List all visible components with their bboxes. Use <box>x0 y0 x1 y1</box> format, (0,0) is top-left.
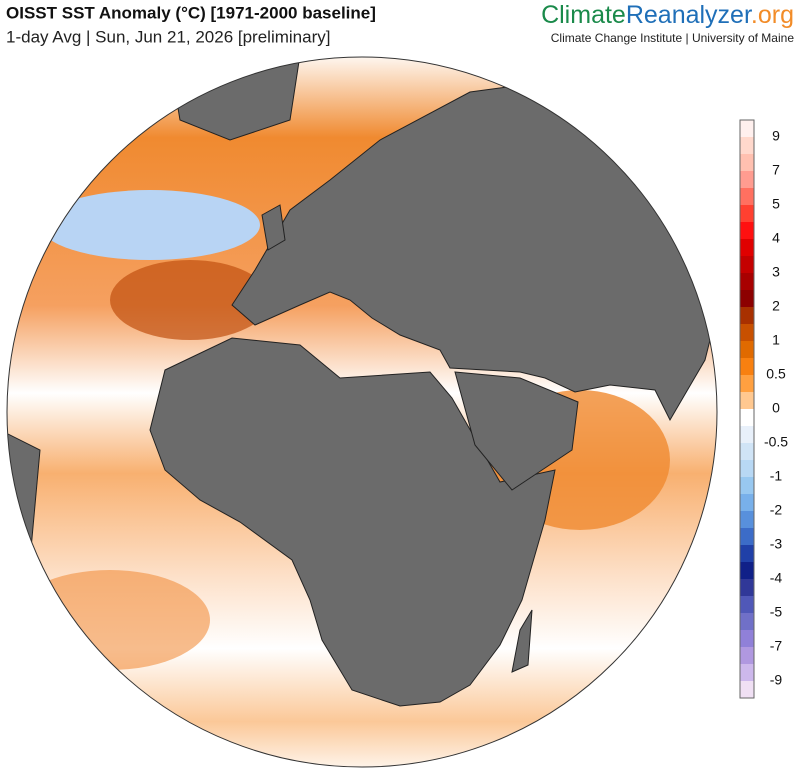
colorbar-label: 0 <box>772 400 780 416</box>
colorbar-bin <box>740 460 754 478</box>
colorbar-bin <box>740 647 754 665</box>
colorbar-label: 4 <box>772 230 780 246</box>
colorbar-label: 9 <box>772 128 780 144</box>
colorbar-bin <box>740 681 754 699</box>
colorbar-bin <box>740 664 754 682</box>
colorbar-label: -0.5 <box>764 434 788 450</box>
colorbar-label: -3 <box>770 536 783 552</box>
colorbar-bin <box>740 443 754 461</box>
colorbar-bin <box>740 239 754 257</box>
colorbar-bin <box>740 613 754 631</box>
colorbar-bin <box>740 494 754 512</box>
colorbar-label: -5 <box>770 604 783 620</box>
colorbar-bin <box>740 324 754 342</box>
colorbar-bin <box>740 426 754 444</box>
colorbar: 9 7 5 4 3 2 1 0.5 0 -0.5 -1 -2 -3 -4 -5 -7 -9 <box>739 119 788 699</box>
globe <box>7 57 717 767</box>
colorbar-label: -4 <box>770 570 783 586</box>
title: OISST SST Anomaly (°C) [1971-2000 baseli… <box>6 3 376 22</box>
colorbar-bin <box>740 375 754 393</box>
colorbar-bin <box>740 290 754 308</box>
colorbar-label: 0.5 <box>766 366 786 382</box>
colorbar-label: 7 <box>772 162 780 178</box>
colorbar-bin <box>740 579 754 597</box>
land-arabia <box>454 371 579 491</box>
colorbar-bin <box>740 630 754 648</box>
colorbar-label: 1 <box>772 332 780 348</box>
colorbar-bin <box>740 188 754 206</box>
colorbar-bin <box>740 528 754 546</box>
colorbar-frame <box>739 119 755 699</box>
colorbar-label: 5 <box>772 196 780 212</box>
colorbar-bin <box>740 171 754 189</box>
colorbar-bin <box>740 341 754 359</box>
colorbar-bin <box>740 222 754 240</box>
colorbar-bin <box>740 545 754 563</box>
colorbar-bin <box>740 273 754 291</box>
colorbar-bin <box>740 120 754 138</box>
logo-part: Climate <box>541 1 626 29</box>
colorbar-bin <box>740 358 754 376</box>
logo: ClimateReanalyzer.org <box>541 1 794 29</box>
logo-part: Reanalyzer <box>626 1 752 29</box>
land-madagascar <box>511 609 533 673</box>
colorbar-label: -1 <box>770 468 783 484</box>
colorbar-label: 2 <box>772 298 780 314</box>
colorbar-label: -9 <box>770 672 783 688</box>
colorbar-label: -7 <box>770 638 783 654</box>
colorbar-bin <box>740 205 754 223</box>
colorbar-bin <box>740 137 754 155</box>
land-africa <box>149 337 556 707</box>
colorbar-bin <box>740 392 754 410</box>
colorbar-bin <box>740 511 754 529</box>
subtitle: 1-day Avg | Sun, Jun 21, 2026 [prelimina… <box>6 27 330 46</box>
colorbar-bin <box>740 596 754 614</box>
land-britain <box>261 204 286 251</box>
colorbar-bin <box>740 409 754 427</box>
colorbar-bin <box>740 307 754 325</box>
land-eurasia <box>231 79 717 422</box>
logo-part: .org <box>751 1 794 29</box>
cold-anomaly <box>40 190 260 260</box>
land-south-america <box>7 429 41 592</box>
colorbar-bin <box>740 477 754 495</box>
colorbar-bin <box>740 256 754 274</box>
colorbar-label: 3 <box>772 264 780 280</box>
institute: Climate Change Institute | University of… <box>551 31 795 45</box>
colorbar-bin <box>740 154 754 172</box>
colorbar-bin <box>740 562 754 580</box>
colorbar-label: -2 <box>770 502 783 518</box>
